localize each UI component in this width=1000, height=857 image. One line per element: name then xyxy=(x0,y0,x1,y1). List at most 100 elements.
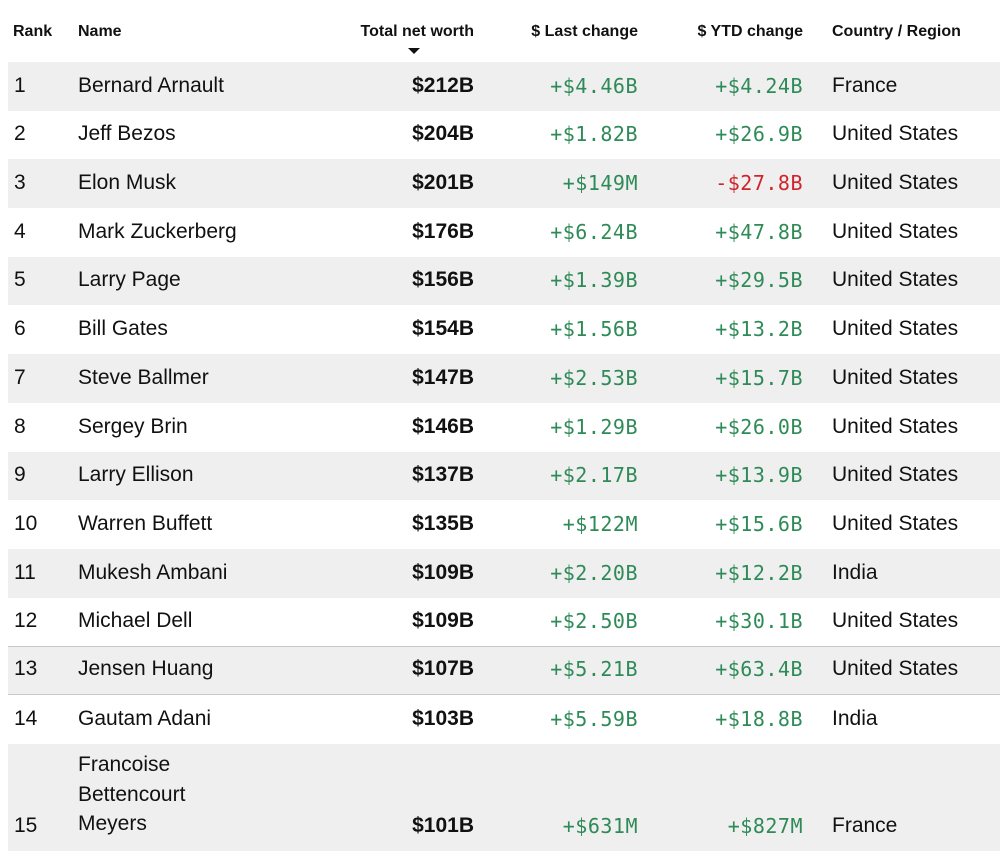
ytd-change-cell: +$15.7B xyxy=(715,365,803,390)
name-cell[interactable]: Warren Buffett xyxy=(78,511,213,535)
table-row[interactable]: 7 Steve Ballmer $147B +$2.53B +$15.7B United … xyxy=(8,354,1000,403)
name-cell[interactable]: Jensen Huang xyxy=(78,656,214,680)
table-body: 1 Bernard Arnault $212B +$4.46B +$4.24B Franc… xyxy=(0,62,1000,851)
last-change-cell: +$4.46B xyxy=(550,73,638,98)
name-cell[interactable]: Francoise Bettencourt Meyers xyxy=(78,753,186,836)
net-worth-cell: $212B xyxy=(412,73,474,97)
column-header-total-net-worth[interactable]: Total net worth xyxy=(360,23,474,40)
rank-cell: 5 xyxy=(14,268,26,292)
last-change-cell: +$1.82B xyxy=(550,122,638,147)
net-worth-cell: $109B xyxy=(412,560,474,584)
table-header: Rank Name Total net worth $ Last change … xyxy=(0,0,1000,62)
ytd-change-cell: -$27.8B xyxy=(715,171,803,196)
country-cell: France xyxy=(832,813,898,837)
net-worth-cell: $135B xyxy=(412,511,474,535)
ytd-change-cell: +$12.2B xyxy=(715,560,803,585)
table-row[interactable]: 14 Gautam Adani $103B +$5.59B +$18.8B India xyxy=(8,695,1000,744)
country-cell: France xyxy=(832,73,898,97)
net-worth-cell: $147B xyxy=(412,365,474,389)
net-worth-cell: $201B xyxy=(412,171,474,195)
name-cell[interactable]: Bernard Arnault xyxy=(78,73,224,97)
table-row[interactable]: 10 Warren Buffett $135B +$122M +$15.6B United… xyxy=(8,500,1000,549)
table-row[interactable]: 1 Bernard Arnault $212B +$4.46B +$4.24B Franc… xyxy=(8,62,1000,111)
net-worth-cell: $107B xyxy=(412,656,474,680)
table-row[interactable]: 12 Michael Dell $109B +$2.50B +$30.1B United … xyxy=(8,598,1000,647)
name-cell[interactable]: Bill Gates xyxy=(78,317,168,341)
ytd-change-cell: +$29.5B xyxy=(715,268,803,293)
name-cell[interactable]: Larry Ellison xyxy=(78,463,194,487)
net-worth-cell: $101B xyxy=(412,813,474,837)
ytd-change-cell: +$63.4B xyxy=(715,656,803,681)
country-cell: United States xyxy=(832,365,959,389)
ytd-change-cell: +$13.2B xyxy=(715,317,803,342)
rank-cell: 14 xyxy=(14,706,38,730)
rank-cell: 12 xyxy=(14,609,38,633)
table-row[interactable]: 11 Mukesh Ambani $109B +$2.20B +$12.2B India xyxy=(8,548,1000,598)
last-change-cell: +$122M xyxy=(562,511,638,536)
table-row[interactable]: 9 Larry Ellison $137B +$2.17B +$13.9B United … xyxy=(8,451,1000,501)
country-cell: United States xyxy=(832,609,959,633)
net-worth-cell: $109B xyxy=(412,609,474,633)
name-cell[interactable]: Sergey Brin xyxy=(78,414,188,438)
last-change-cell: +$1.29B xyxy=(550,414,638,439)
country-cell: United States xyxy=(832,414,959,438)
table-row[interactable]: 4 Mark Zuckerberg $176B +$6.24B +$47.8B Unite… xyxy=(8,208,1000,257)
ytd-change-cell: +$26.9B xyxy=(715,122,803,147)
column-header-last-change[interactable]: $ Last change xyxy=(531,23,638,40)
last-change-cell: +$631M xyxy=(562,813,638,838)
ytd-change-cell: +$4.24B xyxy=(715,73,803,98)
ytd-change-cell: +$47.8B xyxy=(715,219,803,244)
rank-cell: 15 xyxy=(14,813,38,837)
last-change-cell: +$2.17B xyxy=(550,463,638,488)
country-cell: United States xyxy=(832,317,959,341)
net-worth-cell: $146B xyxy=(412,414,474,438)
net-worth-cell: $154B xyxy=(412,317,474,341)
ytd-change-cell: +$827M xyxy=(727,813,803,838)
column-header-country-region[interactable]: Country / Region xyxy=(832,23,961,40)
name-cell[interactable]: Mukesh Ambani xyxy=(78,560,228,584)
rank-cell: 4 xyxy=(14,219,26,243)
column-header-rank[interactable]: Rank xyxy=(13,23,53,40)
ytd-change-cell: +$26.0B xyxy=(715,414,803,439)
net-worth-cell: $204B xyxy=(412,122,474,146)
name-cell[interactable]: Michael Dell xyxy=(78,609,193,633)
last-change-cell: +$1.56B xyxy=(550,317,638,342)
ytd-change-cell: +$18.8B xyxy=(715,706,803,731)
table-row[interactable]: 13 Jensen Huang $107B +$5.21B +$63.4B United … xyxy=(8,646,1000,695)
table-row[interactable]: 8 Sergey Brin $146B +$1.29B +$26.0B United St… xyxy=(8,403,1000,452)
country-cell: United States xyxy=(832,511,959,535)
name-cell[interactable]: Gautam Adani xyxy=(78,706,212,730)
rank-cell: 8 xyxy=(14,414,26,438)
rank-cell: 11 xyxy=(14,560,36,584)
net-worth-cell: $176B xyxy=(412,219,474,243)
name-cell[interactable]: Jeff Bezos xyxy=(78,122,176,146)
name-cell[interactable]: Larry Page xyxy=(78,268,181,292)
rank-cell: 3 xyxy=(14,171,26,195)
name-cell[interactable]: Steve Ballmer xyxy=(78,365,209,389)
net-worth-cell: $137B xyxy=(412,463,474,487)
name-cell[interactable]: Elon Musk xyxy=(78,171,177,195)
rank-cell: 2 xyxy=(14,122,26,146)
ytd-change-cell: +$30.1B xyxy=(715,609,803,634)
last-change-cell: +$2.20B xyxy=(550,560,638,585)
last-change-cell: +$149M xyxy=(562,171,638,196)
table-row[interactable]: 5 Larry Page $156B +$1.39B +$29.5B United Sta… xyxy=(8,256,1000,306)
country-cell: United States xyxy=(832,463,959,487)
rank-cell: 13 xyxy=(14,656,38,680)
last-change-cell: +$5.59B xyxy=(550,706,638,731)
table-row[interactable]: 2 Jeff Bezos $204B +$1.82B +$26.9B United Sta… xyxy=(8,111,1000,160)
table-row[interactable]: 15 Francoise Bettencourt Meyers $101B +$631… xyxy=(8,743,1000,851)
rank-cell: 6 xyxy=(14,317,26,341)
table-row[interactable]: 6 Bill Gates $154B +$1.56B +$13.2B United Sta… xyxy=(8,305,1000,354)
name-cell[interactable]: Mark Zuckerberg xyxy=(78,219,237,243)
rank-cell: 10 xyxy=(14,511,38,535)
ytd-change-cell: +$15.6B xyxy=(715,511,803,536)
last-change-cell: +$5.21B xyxy=(550,656,638,681)
caret-down-icon xyxy=(408,48,420,54)
column-header-ytd-change[interactable]: $ YTD change xyxy=(697,23,803,40)
country-cell: United States xyxy=(832,171,959,195)
column-header-name[interactable]: Name xyxy=(78,23,122,40)
net-worth-cell: $103B xyxy=(412,706,474,730)
table-row[interactable]: 3 Elon Musk $201B +$149M -$27.8B United State… xyxy=(8,159,1000,209)
